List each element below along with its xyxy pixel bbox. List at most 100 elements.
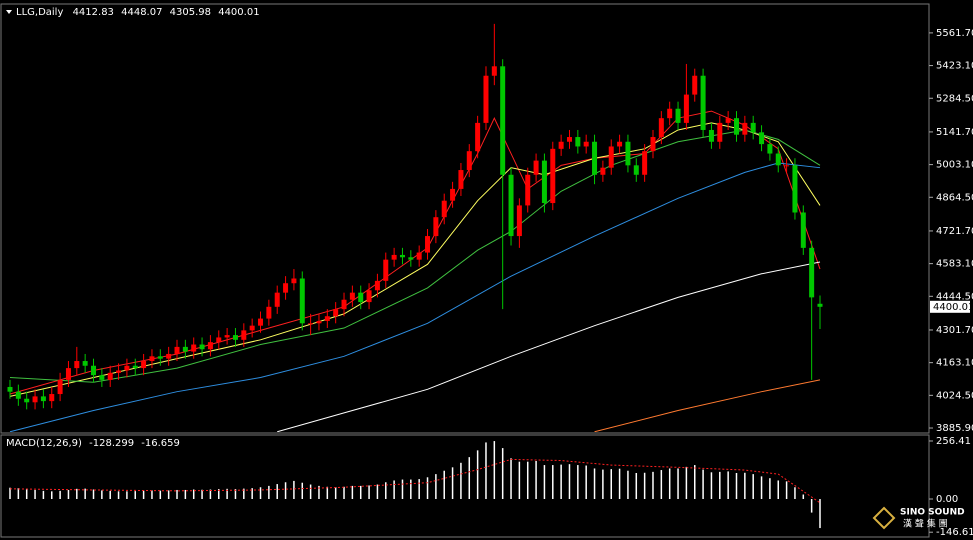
candle-body xyxy=(291,278,297,284)
high-value: 4448.07 xyxy=(121,7,162,18)
candle-body xyxy=(308,323,314,325)
candle-body xyxy=(533,160,539,175)
y-tick-label: 4163.10 xyxy=(936,358,973,369)
candle-body xyxy=(399,254,405,258)
candle-body xyxy=(575,137,581,147)
candle-body xyxy=(667,108,673,119)
candle-body xyxy=(316,320,322,324)
candle-body xyxy=(550,148,556,204)
candle-body xyxy=(491,66,497,76)
macd-plot xyxy=(9,441,821,529)
candle-body xyxy=(191,344,197,352)
candle-body xyxy=(675,108,681,123)
candle-body xyxy=(124,365,130,371)
candle-body xyxy=(600,167,606,175)
candle-body xyxy=(224,335,230,338)
candle-body xyxy=(458,170,464,189)
candle-body xyxy=(74,361,80,369)
candle-body xyxy=(149,356,155,362)
macd-header: MACD(12,26,9) -128.299 -16.659 xyxy=(6,438,180,449)
y-tick-label: 4583.10 xyxy=(936,259,973,270)
candle-body xyxy=(374,280,380,291)
candle-body xyxy=(341,299,347,310)
y-tick-label: 5003.10 xyxy=(936,160,973,171)
candle-body xyxy=(283,283,289,293)
watermark-subtext: 漢 聲 集 團 xyxy=(903,518,948,530)
candle-body xyxy=(40,396,46,402)
price-tag xyxy=(930,300,970,313)
candle-body xyxy=(324,316,330,321)
candle-body xyxy=(249,325,255,331)
candle-body xyxy=(683,94,689,123)
candle-body xyxy=(132,365,138,369)
y-tick-label: 4444.50 xyxy=(936,291,973,302)
macd-y-tick-label: 0.00 xyxy=(936,494,958,505)
candle-body xyxy=(391,254,397,260)
candle-body xyxy=(91,365,97,376)
candle-body xyxy=(617,141,623,147)
moving-average xyxy=(9,110,821,395)
candle-body xyxy=(541,160,547,204)
candle-body xyxy=(299,278,305,324)
macd-signal: -16.659 xyxy=(141,438,180,449)
menu-arrow[interactable] xyxy=(6,10,12,14)
candle-body xyxy=(107,372,113,380)
candle-body xyxy=(425,236,431,253)
price-plot xyxy=(7,23,823,432)
moving-average xyxy=(277,261,821,432)
candle-body xyxy=(725,118,731,123)
candle-body xyxy=(608,146,614,168)
moving-average xyxy=(9,122,821,397)
y-tick-label: 5561.70 xyxy=(936,28,973,39)
y-tick-label: 4024.50 xyxy=(936,390,973,401)
candle-body xyxy=(7,386,13,392)
candle-body xyxy=(383,259,389,281)
candle-body xyxy=(141,361,147,369)
candle-body xyxy=(792,165,798,213)
candle-body xyxy=(433,217,439,237)
moving-average xyxy=(9,162,821,432)
candle-body xyxy=(784,165,790,167)
candle-body xyxy=(692,75,698,95)
y-tick-label: 5423.10 xyxy=(936,61,973,72)
macd-main: -128.299 xyxy=(89,438,134,449)
price-frame xyxy=(0,3,930,434)
candle-body xyxy=(759,132,765,145)
candle-body xyxy=(207,342,213,350)
candle-body xyxy=(366,290,372,303)
candle-body xyxy=(450,188,456,201)
candle-body xyxy=(750,122,756,133)
close-value: 4400.01 xyxy=(218,7,259,18)
candle-body xyxy=(349,292,355,300)
candle-body xyxy=(166,353,172,359)
candle-body xyxy=(817,303,823,307)
candle-body xyxy=(767,144,773,154)
candle-body xyxy=(708,129,714,142)
candle-body xyxy=(566,137,572,142)
price-tag-label: 4400.01 xyxy=(933,302,973,313)
candle-body xyxy=(809,247,815,298)
candle-body xyxy=(700,75,706,130)
candle-body xyxy=(182,346,188,352)
candle-body xyxy=(32,396,38,403)
candle-body xyxy=(15,391,21,399)
macd-signal-line xyxy=(9,458,821,504)
candle-body xyxy=(650,137,656,152)
candle-body xyxy=(508,174,514,237)
y-tick-label: 4301.70 xyxy=(936,325,973,336)
candle-body xyxy=(82,361,88,366)
y-tick-label: 5141.70 xyxy=(936,127,973,138)
moving-average xyxy=(594,379,821,432)
candle-body xyxy=(625,141,631,166)
candle-body xyxy=(558,141,564,149)
macd-y-tick-label: 256.41 xyxy=(936,436,971,447)
symbol: LLG,Daily xyxy=(16,7,63,18)
moving-average xyxy=(9,129,821,383)
candle-body xyxy=(475,122,481,152)
candle-body xyxy=(274,292,280,307)
candle-body xyxy=(441,200,447,218)
candle-body xyxy=(358,292,364,303)
candle-body xyxy=(742,122,748,135)
price-header: LLG,Daily 4412.83 4448.07 4305.98 4400.0… xyxy=(16,7,260,18)
y-tick-label: 4721.70 xyxy=(936,226,973,237)
